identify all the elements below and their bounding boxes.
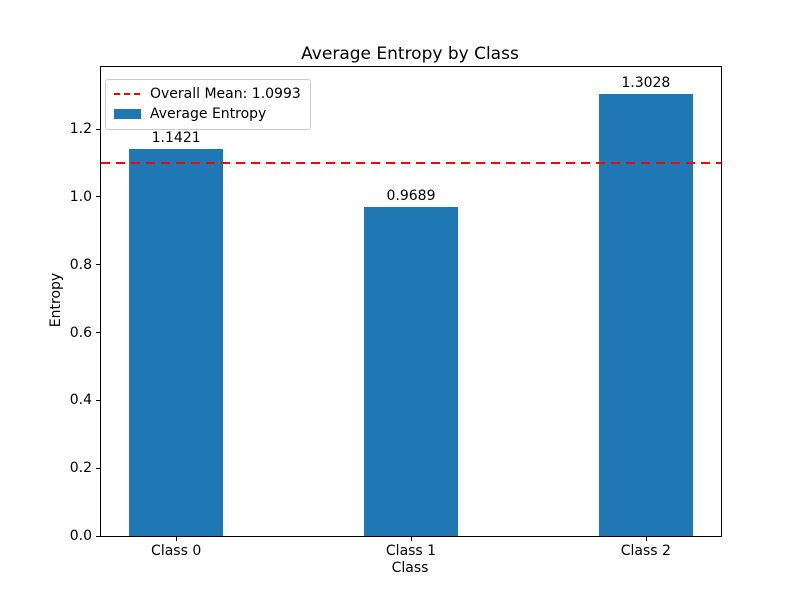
- legend-item-average-entropy: Average Entropy: [114, 104, 301, 124]
- y-tick-label: 0.2: [69, 460, 92, 477]
- legend-item-label: Overall Mean: 1.0993: [150, 86, 301, 102]
- y-tick-mark: [96, 399, 100, 401]
- blue-patch-icon: [114, 109, 141, 119]
- y-tick-mark: [96, 332, 100, 334]
- y-tick-mark: [96, 196, 100, 198]
- bar-class-0: [129, 148, 224, 536]
- legend-item-mean: Overall Mean: 1.0993: [114, 84, 301, 104]
- legend: Overall Mean: 1.0993 Average Entropy: [105, 79, 311, 130]
- y-tick-label: 0.8: [69, 256, 92, 273]
- y-tick-mark: [96, 264, 100, 266]
- x-tick-mark: [645, 537, 647, 541]
- legend-item-label: Average Entropy: [150, 106, 267, 122]
- x-tick-mark: [176, 537, 178, 541]
- x-axis-label: Class: [391, 560, 429, 576]
- y-tick-label: 1.2: [69, 121, 92, 138]
- x-tick-label: Class 1: [385, 543, 437, 559]
- bar-value-label: 1.1421: [151, 129, 201, 146]
- y-tick-label: 1.0: [69, 188, 92, 205]
- bar-value-label: 1.3028: [621, 75, 671, 92]
- y-axis-label: Entropy: [48, 272, 64, 328]
- y-tick-label: 0.4: [69, 392, 92, 409]
- x-tick-label: Class 2: [620, 543, 671, 559]
- y-tick-label: 0.0: [69, 528, 92, 544]
- x-tick-label: Class 0: [151, 543, 202, 559]
- bar-class-2: [598, 94, 693, 536]
- chart-title: Average Entropy by Class: [301, 44, 519, 64]
- y-tick-mark: [96, 128, 100, 130]
- bar-class-1: [364, 207, 458, 536]
- y-tick-mark: [96, 535, 100, 537]
- y-tick-label: 0.6: [69, 324, 92, 341]
- x-tick-mark: [411, 537, 412, 541]
- y-tick-mark: [96, 467, 100, 469]
- red-dashed-line-icon: [114, 93, 141, 95]
- bar-value-label: 0.9689: [386, 188, 436, 205]
- plot-area: 1.1421 0.9689 1.3028 0.0 0.2 0.4 0.6 0.8 1.0 1.2 C…: [70, 66, 722, 559]
- mean-line: [101, 162, 721, 165]
